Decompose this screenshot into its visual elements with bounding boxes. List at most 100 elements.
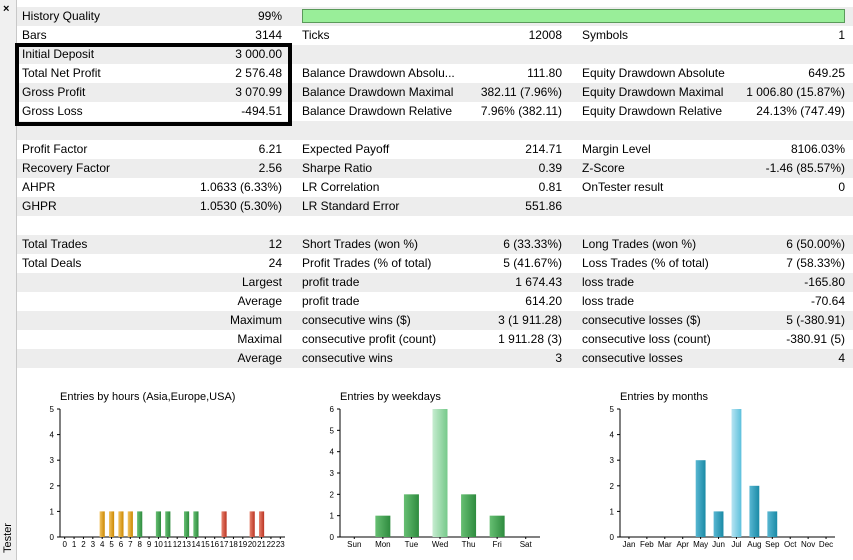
metric-value: -380.91 (5) [786, 332, 845, 346]
x-tick-label: 12 [173, 540, 182, 549]
y-tick-label: 3 [50, 456, 55, 465]
y-tick-label: 1 [330, 512, 335, 521]
metric-label: Sharpe Ratio [302, 161, 373, 175]
metric-label: Margin Level [582, 142, 651, 156]
metric-value: 12 [268, 237, 282, 251]
metric-label: profit trade [302, 275, 360, 289]
x-tick-label: Wed [432, 540, 448, 549]
metric-value: 7.96% (382.11) [480, 104, 562, 118]
table-row: Total Deals 24 Profit Trades (% of total) 5… [17, 254, 853, 273]
chart-months: Entries by months 0 1 2 3 4 5 Jan Feb Mar Apr May J… [600, 388, 845, 558]
metric-label: Average [237, 351, 282, 365]
table-row: Gross Profit 3 070.99 Balance Drawdown Max… [17, 83, 853, 102]
y-tick-label: 3 [610, 456, 615, 465]
chart-title: Entries by weekdays [340, 391, 441, 403]
x-tick-label: 10 [154, 540, 163, 549]
table-row: Initial Deposit 3 000.00 [17, 45, 853, 64]
metric-label: Short Trades (won %) [302, 237, 419, 251]
metric-label: GHPR [22, 199, 57, 213]
metric-value: 1 006.80 (15.87%) [746, 85, 845, 99]
metric-label: Maximum [229, 313, 282, 327]
metric-value: 6 (50.00%) [786, 237, 845, 251]
metric-value: -494.51 [241, 104, 282, 118]
metric-label: Equity Drawdown Absolute [582, 66, 725, 80]
metric-value: 3 070.99 [235, 85, 282, 99]
x-tick-label: 7 [128, 540, 133, 549]
x-tick-label: 4 [100, 540, 105, 549]
metric-label: OnTester result [582, 180, 664, 194]
x-tick-label: 0 [62, 540, 67, 549]
metric-label: Total Net Profit [22, 66, 101, 80]
chart-bar [461, 494, 477, 537]
metric-label: consecutive wins [302, 351, 393, 365]
close-icon[interactable]: × [3, 3, 10, 15]
table-row: AHPR 1.0633 (6.33%) LR Correlation 0.81 OnTe… [17, 178, 853, 197]
metric-label: consecutive loss (count) [582, 332, 711, 346]
y-tick-label: 1 [610, 507, 615, 516]
x-tick-label: Oct [784, 540, 797, 549]
y-tick-label: 2 [330, 490, 335, 499]
y-tick-label: 6 [330, 405, 335, 414]
y-tick-label: 0 [50, 533, 55, 542]
x-tick-label: 17 [220, 540, 229, 549]
metric-label: Gross Loss [22, 104, 83, 118]
table-row [17, 368, 853, 387]
x-tick-label: Sep [765, 540, 780, 549]
chart-title: Entries by months [620, 391, 709, 403]
chart-bar [375, 515, 391, 537]
table-row: Maximum consecutive wins ($) 3 (1 911.28) c… [17, 311, 853, 330]
x-tick-label: 6 [119, 540, 124, 549]
metric-label: Total Deals [22, 256, 82, 270]
chart-bar [432, 409, 448, 537]
metric-label: Total Trades [22, 237, 88, 251]
metric-label: consecutive wins ($) [302, 313, 411, 327]
x-tick-label: Dec [819, 540, 833, 549]
table-row: History Quality 99% [17, 7, 853, 26]
y-tick-label: 5 [50, 405, 55, 414]
metric-value: 99% [257, 9, 282, 23]
metric-value: 3 (1 911.28) [498, 313, 562, 327]
x-tick-label: 18 [229, 540, 238, 549]
x-tick-label: 9 [147, 540, 152, 549]
x-tick-label: 13 [182, 540, 191, 549]
metric-label: LR Correlation [302, 180, 380, 194]
metric-value: 5 (41.67%) [503, 256, 562, 270]
metric-label: Loss Trades (% of total) [582, 256, 709, 270]
metric-value: 0 [838, 180, 845, 194]
x-tick-label: Tue [405, 540, 419, 549]
metric-label: Balance Drawdown Maximal [302, 85, 454, 99]
metric-value: 551.86 [525, 199, 562, 213]
chart-bar [165, 511, 171, 537]
metric-value: -165.80 [804, 275, 845, 289]
metric-value: 8106.03% [790, 142, 845, 156]
table-row: Maximal consecutive profit (count) 1 911.2… [17, 330, 853, 349]
metric-value: 2 576.48 [235, 66, 282, 80]
metric-value: 1 [838, 28, 845, 42]
y-tick-label: 4 [610, 431, 615, 440]
chart-bar [403, 494, 419, 537]
chart-weekdays: Entries by weekdays 0 1 2 3 4 5 6 Sun Mon Tue Wed T… [320, 388, 550, 558]
x-tick-label: 1 [72, 540, 77, 549]
x-tick-label: Thu [462, 540, 476, 549]
chart-bar [99, 511, 105, 537]
table-row: Average profit trade 614.20 loss trade -70.6… [17, 292, 853, 311]
x-tick-label: 23 [276, 540, 285, 549]
x-tick-label: May [693, 540, 708, 549]
table-row: Total Net Profit 2 576.48 Balance Drawdown… [17, 64, 853, 83]
chart-bar [713, 511, 724, 537]
metric-label: Expected Payoff [302, 142, 390, 156]
panel-label[interactable]: Tester [2, 523, 14, 553]
metric-label: profit trade [302, 294, 360, 308]
metric-value: 649.25 [808, 66, 845, 80]
metric-label: Z-Score [582, 161, 625, 175]
x-tick-label: Nov [801, 540, 815, 549]
metric-value: 1.0633 (6.33%) [199, 180, 282, 194]
metric-label: Balance Drawdown Absolu... [302, 66, 455, 80]
chart-bar [749, 485, 760, 537]
table-row: Gross Loss -494.51 Balance Drawdown Relati… [17, 102, 853, 121]
table-row: Total Trades 12 Short Trades (won %) 6 (33.… [17, 235, 853, 254]
metric-value: 382.11 (7.96%) [480, 85, 562, 99]
table-row [17, 121, 853, 140]
x-tick-label: Mon [375, 540, 391, 549]
